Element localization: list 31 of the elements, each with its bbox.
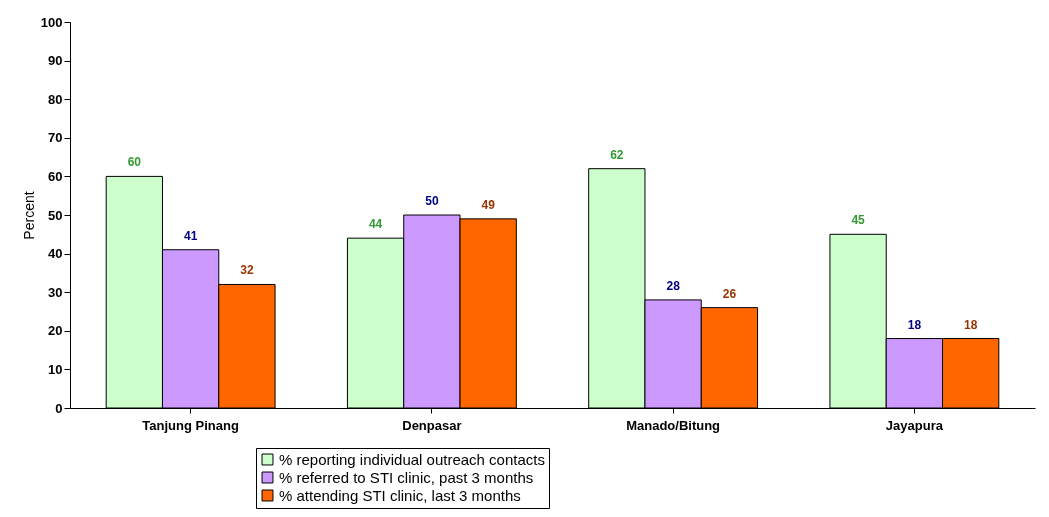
y-tick-label: 100 [40,14,63,30]
data-label: 62 [610,147,624,162]
y-axis-title: Percent [20,191,37,240]
y-tick-label: 0 [55,400,63,416]
y-tick-label: 80 [48,91,63,107]
y-tick-label: 50 [48,207,63,223]
y-tick-label: 30 [48,284,63,300]
x-tick-label: Denpasar [402,417,462,433]
data-label: 49 [481,197,496,212]
x-tick-label: Jayapura [885,417,944,433]
data-label: 44 [368,217,383,232]
data-label: 41 [183,228,198,243]
data-label: 45 [851,213,866,228]
data-label: 60 [127,155,142,170]
y-tick-label: 20 [48,323,63,339]
x-tick-label: Manado/Bitung [626,417,721,433]
x-tick-label: Tanjung Pinang [142,417,239,433]
y-tick-label: 40 [48,246,63,262]
data-label: 18 [907,317,922,332]
y-tick-label: 90 [48,53,63,69]
legend-label: % attending STI clinic, last 3 months [279,486,521,504]
data-label: 26 [722,286,737,301]
data-label: 50 [425,194,439,208]
legend-label: % reporting individual outreach contacts [279,450,545,468]
data-label: 28 [666,278,681,293]
data-label: 18 [963,317,978,332]
legend-label: % referred to STI clinic, past 3 months [279,468,534,486]
y-tick-label: 70 [48,130,63,146]
data-label: 32 [240,263,254,278]
y-tick-label: 60 [48,168,63,184]
y-tick-label: 10 [48,361,63,377]
